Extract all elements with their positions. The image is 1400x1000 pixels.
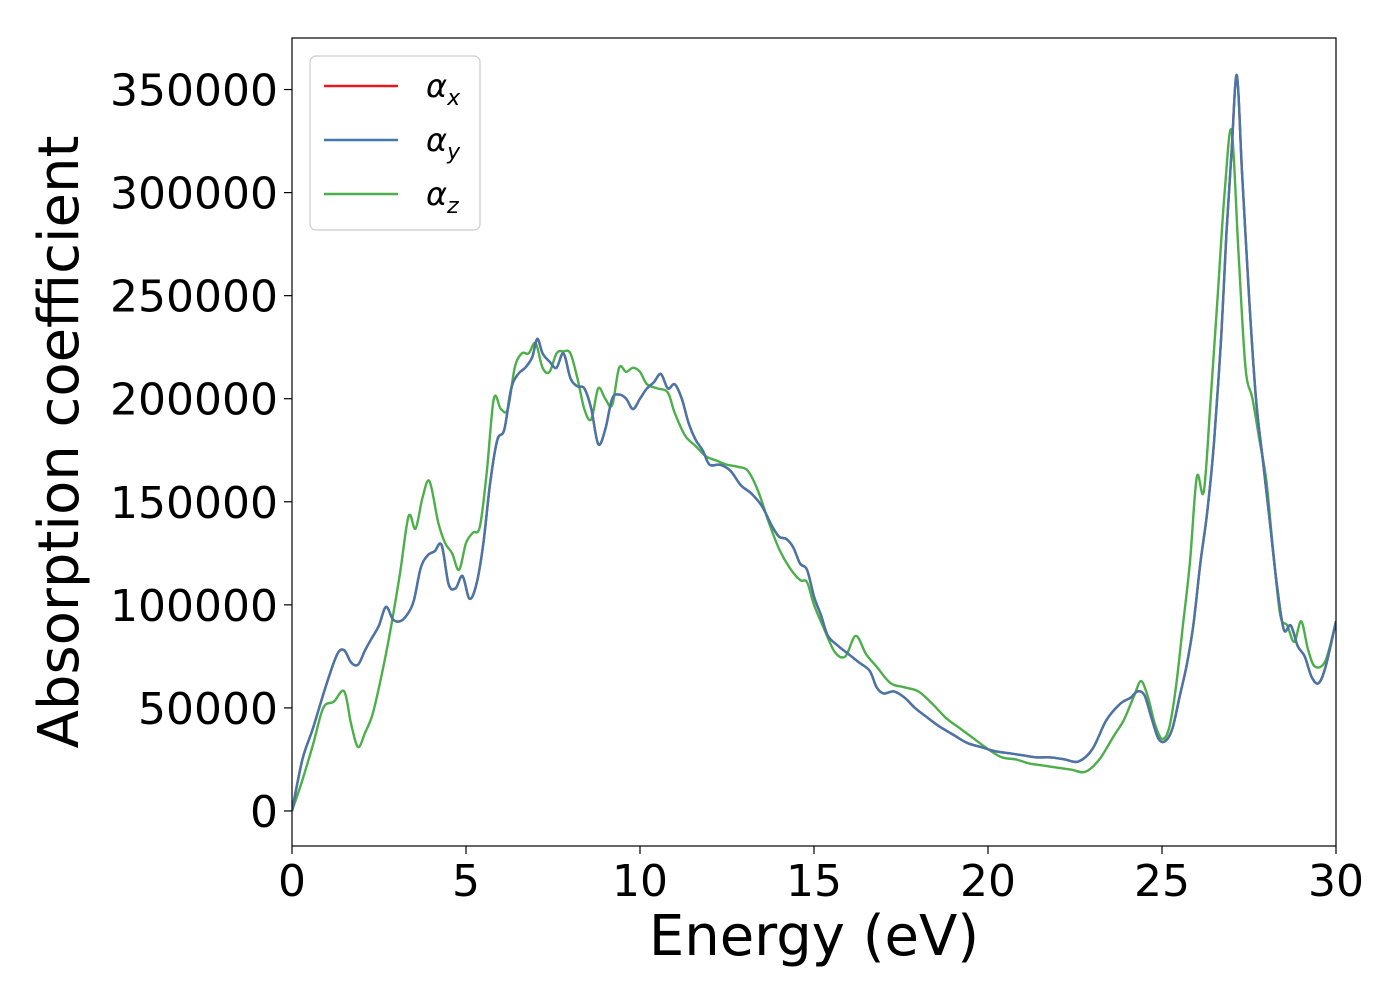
y-tick-label: 100000 (110, 581, 278, 632)
x-tick-label: 15 (786, 856, 842, 907)
series-layer (292, 73, 1336, 812)
legend-subscript-x: x (446, 86, 461, 111)
y-axis-label: Absorption coefficient (27, 136, 92, 749)
y-tick-label: 50000 (138, 684, 278, 735)
y-axis-ticks: 0 50000 100000 150000 200000 250000 300000 3500… (110, 66, 292, 838)
x-tick-label: 20 (960, 856, 1016, 907)
y-tick-label: 0 (250, 787, 278, 838)
x-tick-label: 5 (452, 856, 480, 907)
y-tick-label: 350000 (110, 66, 278, 117)
x-axis-ticks: 0 5 10 15 20 25 30 (278, 846, 1364, 907)
y-tick-label: 250000 (110, 272, 278, 323)
legend-subscript-y: y (446, 140, 461, 165)
series-line-z (292, 128, 1336, 812)
x-tick-label: 30 (1308, 856, 1364, 907)
y-tick-label: 300000 (110, 169, 278, 220)
legend-box (309, 55, 481, 231)
x-tick-label: 0 (278, 856, 306, 907)
legend-subscript-z: z (446, 194, 459, 219)
y-tick-label: 150000 (110, 478, 278, 529)
x-tick-label: 25 (1134, 856, 1190, 907)
y-tick-label: 200000 (110, 375, 278, 426)
x-tick-label: 10 (612, 856, 668, 907)
x-axis-label: Energy (eV) (649, 904, 979, 969)
series-line-y (292, 73, 1336, 812)
